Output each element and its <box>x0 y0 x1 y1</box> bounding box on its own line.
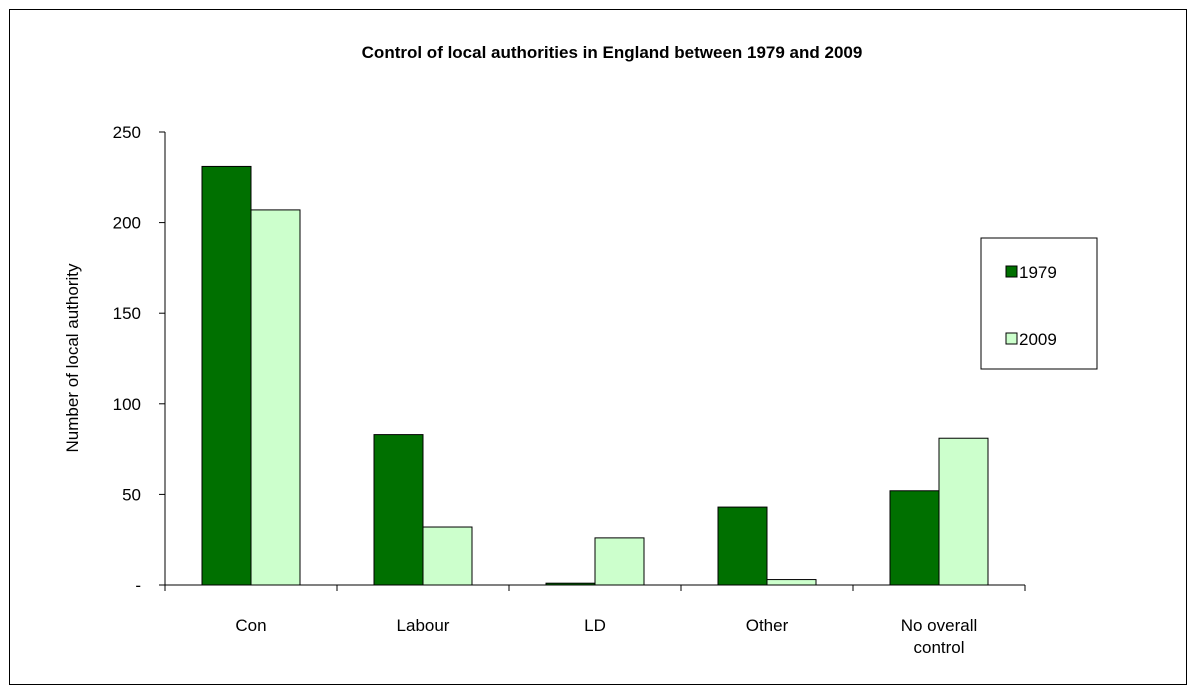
x-tick-label: No overall <box>901 616 978 635</box>
legend-label-1979: 1979 <box>1019 263 1057 282</box>
x-tick-label: control <box>913 638 964 657</box>
x-tick-label: LD <box>584 616 606 635</box>
y-tick-label: 50 <box>122 485 141 504</box>
x-tick-label: Labour <box>397 616 450 635</box>
y-tick-label: 100 <box>113 395 141 414</box>
bar-2009-2 <box>594 537 645 586</box>
y-axis-label: Number of local authority <box>63 263 82 452</box>
legend-label-2009: 2009 <box>1019 330 1057 349</box>
y-tick-label: 200 <box>113 214 141 233</box>
legend-box <box>980 237 1098 370</box>
plot-area: - 50 100 150 200 250 Con Labour LD Other No overal… <box>113 123 1026 657</box>
x-tick-label: Other <box>746 616 789 635</box>
y-tick-label: 250 <box>113 123 141 142</box>
bar-1979-1 <box>373 434 424 586</box>
bar-1979-4 <box>889 490 940 586</box>
bar-1979-3 <box>717 506 768 586</box>
bar-2009-1 <box>422 526 473 586</box>
legend-swatch-1979 <box>1005 265 1018 278</box>
bar-1979-0 <box>201 165 252 586</box>
bar-2009-0 <box>250 209 301 586</box>
y-tick-label: 150 <box>113 304 141 323</box>
legend: 1979 2009 <box>980 237 1098 370</box>
y-tick-label: - <box>135 576 141 595</box>
legend-swatch-2009 <box>1005 332 1018 345</box>
x-tick-label: Con <box>235 616 266 635</box>
bar-2009-3 <box>766 579 817 586</box>
bar-2009-4 <box>938 437 989 586</box>
chart-title: Control of local authorities in England … <box>362 43 863 62</box>
